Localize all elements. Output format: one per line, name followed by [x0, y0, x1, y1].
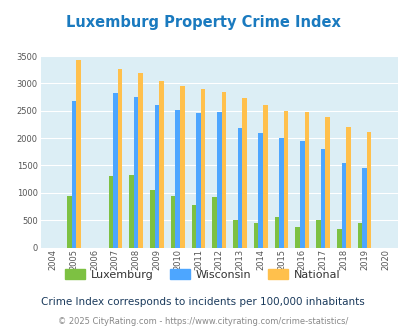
Bar: [304, 112, 309, 248]
Bar: [138, 73, 143, 248]
Bar: [200, 89, 205, 248]
Bar: [67, 196, 71, 248]
Bar: [196, 113, 200, 248]
Text: © 2025 CityRating.com - https://www.cityrating.com/crime-statistics/: © 2025 CityRating.com - https://www.city…: [58, 317, 347, 326]
Bar: [117, 69, 122, 248]
Bar: [324, 117, 329, 248]
Bar: [113, 93, 117, 248]
Bar: [71, 102, 76, 248]
Text: Crime Index corresponds to incidents per 100,000 inhabitants: Crime Index corresponds to incidents per…: [41, 297, 364, 307]
Bar: [108, 177, 113, 248]
Bar: [216, 112, 221, 248]
Legend: Luxemburg, Wisconsin, National: Luxemburg, Wisconsin, National: [61, 265, 344, 284]
Bar: [242, 98, 246, 248]
Bar: [76, 60, 81, 248]
Bar: [357, 223, 362, 248]
Text: Luxemburg Property Crime Index: Luxemburg Property Crime Index: [65, 15, 340, 30]
Bar: [191, 205, 196, 248]
Bar: [150, 189, 154, 248]
Bar: [175, 110, 179, 248]
Bar: [362, 168, 366, 248]
Bar: [129, 175, 134, 248]
Bar: [221, 92, 226, 248]
Bar: [212, 197, 216, 248]
Bar: [274, 217, 279, 248]
Bar: [232, 219, 237, 248]
Bar: [295, 227, 299, 248]
Bar: [345, 127, 350, 248]
Bar: [320, 149, 324, 248]
Bar: [159, 81, 163, 248]
Bar: [253, 223, 258, 248]
Bar: [341, 163, 345, 248]
Bar: [237, 128, 242, 248]
Bar: [315, 219, 320, 248]
Bar: [366, 132, 371, 248]
Bar: [154, 105, 159, 248]
Bar: [279, 138, 283, 248]
Bar: [258, 133, 262, 248]
Bar: [262, 105, 267, 248]
Bar: [179, 86, 184, 248]
Bar: [299, 141, 304, 248]
Bar: [171, 196, 175, 248]
Bar: [336, 229, 341, 248]
Bar: [134, 97, 138, 248]
Bar: [283, 111, 288, 248]
